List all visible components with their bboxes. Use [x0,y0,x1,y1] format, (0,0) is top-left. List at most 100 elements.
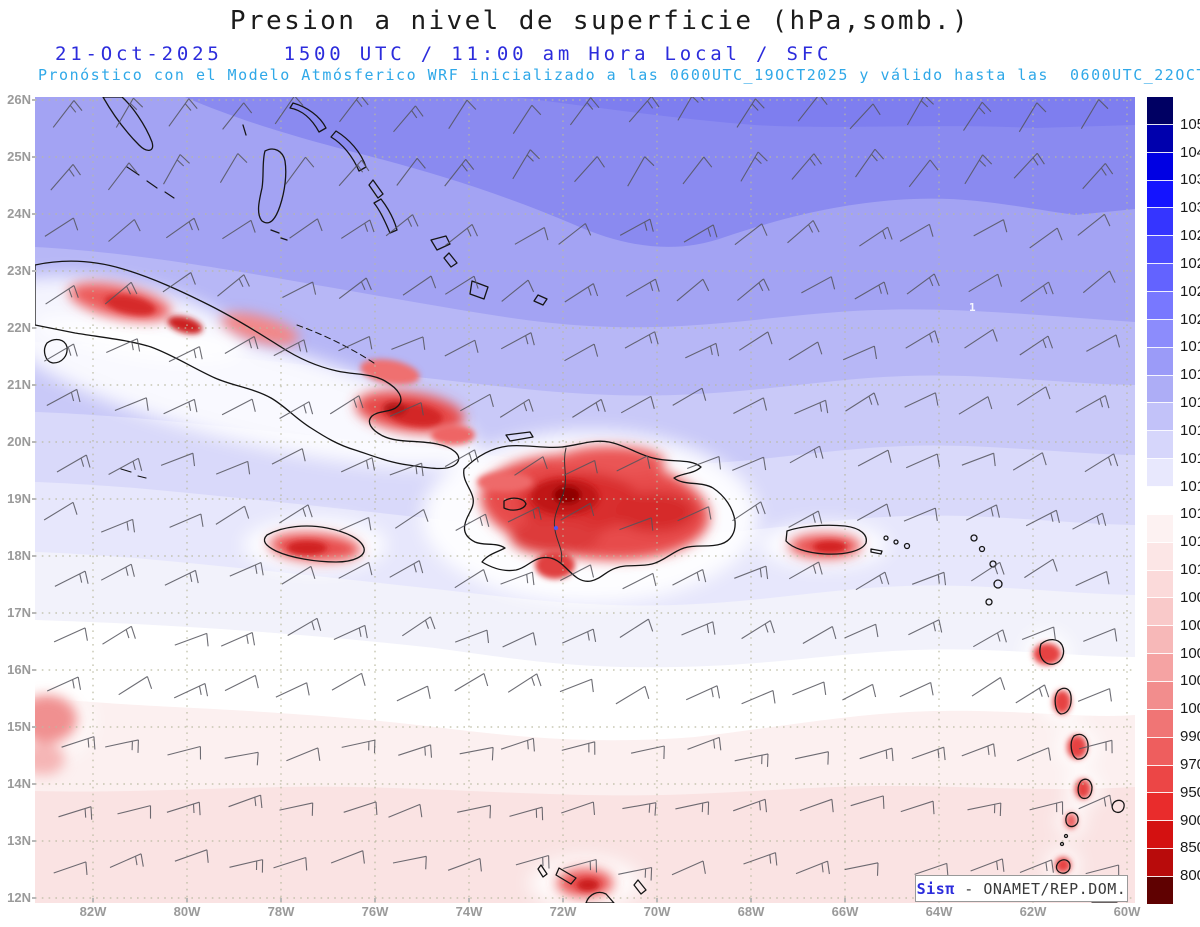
lat-label-16N: 16N [7,662,31,677]
lat-label-18N: 18N [7,548,31,563]
colorbar-segment [1147,347,1173,376]
lat-label-20N: 20N [7,434,31,449]
coast-grenada [1055,859,1071,874]
colorbar-label-1018: 1018 [1180,366,1200,384]
colorbar-label-1025: 1025 [1180,254,1200,272]
colorbar-label-1028: 1028 [1180,227,1200,245]
colorbar-label-1019: 1019 [1180,338,1200,356]
lat-tick [32,270,36,272]
colorbar-segment [1147,97,1173,125]
coast-stlucia [1077,778,1093,800]
coast-cuba-cays [296,324,378,366]
colorbar-segment [1147,319,1173,348]
coast-inagua [469,280,489,300]
coast-anguilla [970,534,978,542]
coast-cuba [35,260,460,470]
colorbar-label-1015: 1015 [1180,449,1200,467]
colorbar-label-1004: 1004 [1180,644,1200,662]
coast-guadeloupe [1039,638,1065,665]
colorbar-segment [1147,877,1173,904]
coast-cat-island [368,179,384,199]
colorbar-segment [1147,152,1173,181]
colorbar-label-800: 800 [1180,867,1200,885]
colorbar-label-1013: 1013 [1180,505,1200,523]
graticule-grid [35,99,1135,903]
colorbar-label-1012: 1012 [1180,533,1200,551]
coast-virgin-1 [883,535,889,541]
colorbar-segment [1147,849,1173,878]
lon-tick [186,898,188,902]
lat-tick [32,555,36,557]
colorbar-segment [1147,375,1173,404]
coast-grand-bahama [289,102,327,133]
coast-aruba [537,864,548,878]
lon-label-64W: 64W [925,904,953,919]
sispi-brand: Sisπ [916,879,955,898]
colorbar-label-1035: 1035 [1180,171,1200,189]
colorbar-segment [1147,264,1173,293]
contour-annotation: 1 [969,301,976,314]
valid-time-line: 21-Oct-2025 1500 UTC / 11:00 am Hora Loc… [55,43,833,65]
coast-turks [533,294,548,306]
coast-hispaniola [463,440,736,582]
lat-tick [32,441,36,443]
page-title: Presion a nivel de superficie (hPa,somb.… [229,6,971,36]
coast-grenadines-1 [1063,833,1069,839]
lon-label-70W: 70W [643,904,671,919]
coast-martinique [1070,733,1089,760]
colorbar-segment [1147,292,1173,320]
colorbar-segment [1147,180,1173,209]
lon-tick [468,898,470,902]
colorbar-label-970: 970 [1180,755,1200,773]
lat-label-19N: 19N [7,491,31,506]
wind-barbs [43,97,1121,881]
colorbar-label-1030: 1030 [1180,199,1200,217]
colorbar-segment [1147,459,1173,488]
coast-gonave [503,497,527,511]
colorbar-segment [1147,821,1173,850]
colorbar-segment [1147,626,1173,655]
attribution-text: - ONAMET/REP.DOM. [954,879,1127,898]
colorbar-label-990: 990 [1180,728,1200,746]
coast-andros [257,148,288,241]
coast-tortuga [505,431,534,442]
lat-label-25N: 25N [7,149,31,164]
colorbar-label-1006: 1006 [1180,616,1200,634]
colorbar-label-1017: 1017 [1180,394,1200,412]
colorbar-label-900: 900 [1180,811,1200,829]
lon-label-72W: 72W [549,904,577,919]
coast-antigua [993,579,1003,589]
coast-dominica [1054,687,1072,715]
colorbar-segment [1147,570,1173,599]
colorbar-label-950: 950 [1180,783,1200,801]
lat-label-17N: 17N [7,605,31,620]
coast-isla-juventud [43,338,68,364]
colorbar-segment [1147,208,1173,237]
colorbar-segment [1147,542,1173,571]
lon-label-74W: 74W [455,904,483,919]
lon-label-80W: 80W [173,904,201,919]
colorbar-label-1020: 1020 [1180,310,1200,328]
border-haiti-dr [553,447,567,564]
lon-label-60W: 60W [1113,904,1141,919]
coast-barbados [1111,799,1125,814]
colorbar-segment [1147,765,1173,794]
coast-curacao [555,867,577,885]
colorbar-label-1008: 1008 [1180,588,1200,606]
colorbar-segment [1147,124,1173,153]
lat-tick [32,669,36,671]
pressure-map [35,97,1135,903]
lake-enriquillo [553,525,559,531]
lon-tick [656,898,658,902]
coastlines [35,97,1125,903]
colorbar-segment [1147,236,1173,265]
colorbar-label-1016: 1016 [1180,421,1200,439]
lon-tick [374,898,376,902]
lon-tick [280,898,282,902]
colorbar-segment [1147,598,1173,627]
coast-acklins [430,235,458,268]
lat-tick [32,99,36,101]
lon-label-76W: 76W [361,904,389,919]
coast-paraguana [585,891,615,903]
